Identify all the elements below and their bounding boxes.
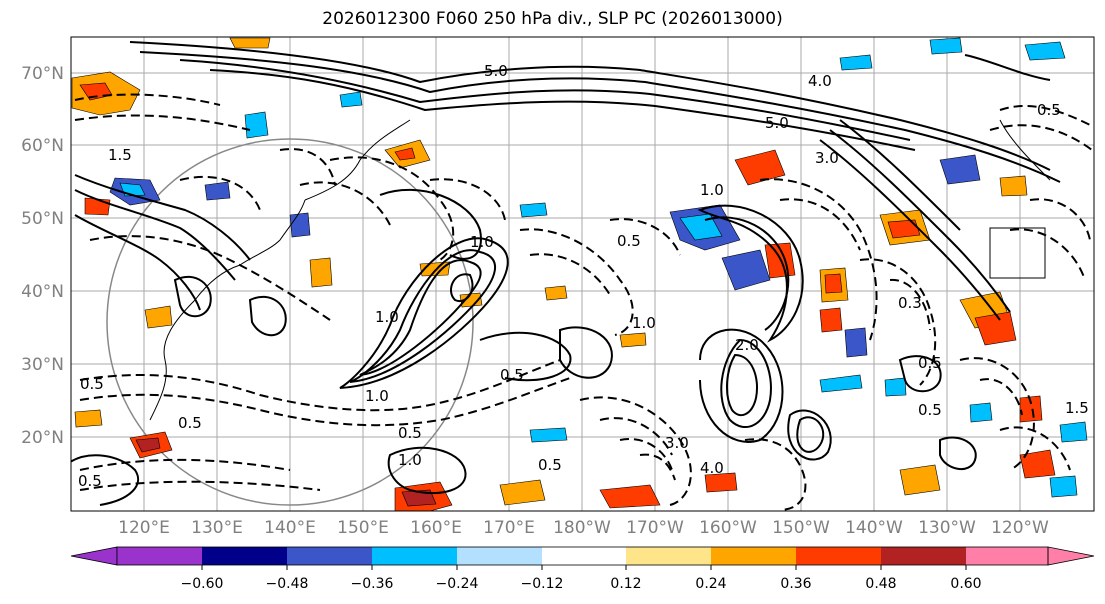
contour-label: 0.3 (898, 294, 922, 312)
lon-label: 170°E (483, 518, 535, 538)
contour-label: 5.0 (765, 114, 789, 132)
colorbar-swatch-6 (542, 547, 626, 565)
contour-label: 1.5 (1065, 399, 1089, 417)
lon-label: 120°E (118, 518, 170, 538)
colorbar-swatch-5 (457, 547, 542, 565)
colorbar-tick-label: 0.60 (950, 576, 981, 592)
map-title: 2026012300 F060 250 hPa div., SLP PC (20… (322, 9, 783, 29)
contour-label: 3.0 (665, 434, 689, 452)
contour-label: 0.5 (500, 366, 524, 384)
gridlines (71, 37, 1094, 511)
contour-label: 0.5 (918, 401, 942, 419)
lat-label: 30°N (21, 355, 64, 375)
colorbar-swatch-2 (202, 547, 287, 565)
lon-label: 170°W (626, 518, 684, 538)
lat-label: 20°N (21, 428, 64, 448)
colorbar-tick-label: −0.12 (521, 576, 564, 592)
colorbar-tick-label: −0.60 (181, 576, 224, 592)
colorbar-right-extend (1047, 546, 1095, 566)
colorbar-swatch-1 (117, 547, 202, 565)
contour-label: 1.0 (375, 308, 399, 326)
colorbar-tick-label: −0.36 (351, 576, 394, 592)
lon-label: 180°W (553, 518, 611, 538)
reference-circle (106, 138, 474, 506)
colorbar-tick-label: −0.24 (436, 576, 479, 592)
colorbar-swatch-7 (626, 547, 711, 565)
contour-label: 4.0 (700, 459, 724, 477)
colorbar-swatch-10 (881, 547, 966, 565)
colorbar-tick-label: 0.24 (695, 576, 726, 592)
colorbar: −0.60 −0.48 −0.36 −0.24 −0.12 0.12 0.24 … (70, 546, 1095, 592)
colorbar-swatch-3 (287, 547, 372, 565)
lon-label: 130°E (191, 518, 243, 538)
lon-label: 160°W (699, 518, 757, 538)
contour-labels: 5.0 5.0 4.0 3.0 1.0 1.0 0.5 0.5 0.5 0.5 … (78, 62, 1089, 490)
lat-label: 40°N (21, 282, 64, 302)
colorbar-ticks (201, 565, 967, 570)
contour-label: 0.5 (918, 354, 942, 372)
contour-label: 0.5 (178, 414, 202, 432)
contour-label: 0.5 (1037, 101, 1061, 119)
lat-label: 70°N (21, 64, 64, 84)
colorbar-left-extend (70, 546, 118, 566)
lon-label: 120°W (991, 518, 1049, 538)
coastlines (149, 119, 1051, 421)
map-frame (70, 36, 1095, 512)
colorbar-tick-label: 0.48 (865, 576, 896, 592)
slp-contours-dashed (74, 93, 1093, 511)
lon-label: 160°E (410, 518, 462, 538)
contour-label: 1.0 (700, 181, 724, 199)
contour-label: 1.0 (632, 314, 656, 332)
contour-label: 0.5 (80, 375, 104, 393)
contour-label: 5.0 (484, 62, 508, 80)
slp-contours-solid (71, 41, 1061, 506)
lon-label: 150°E (337, 518, 389, 538)
contour-label: 4.0 (808, 72, 832, 90)
colorbar-swatch-11 (966, 547, 1048, 565)
lon-label: 130°W (918, 518, 976, 538)
contour-label: 1.0 (470, 233, 494, 251)
colorbar-swatch-8 (711, 547, 796, 565)
lat-label: 50°N (21, 209, 64, 229)
colorbar-tick-label: 0.36 (780, 576, 811, 592)
contour-label: 1.0 (398, 451, 422, 469)
lon-label: 140°E (264, 518, 316, 538)
contour-label: 0.5 (538, 456, 562, 474)
contour-label: 2.0 (735, 336, 759, 354)
colorbar-tick-label: 0.12 (610, 576, 641, 592)
contour-label: 0.5 (78, 472, 102, 490)
longitude-labels: 120°E 130°E 140°E 150°E 160°E 170°E 180°… (118, 518, 1049, 538)
colorbar-border (116, 546, 1049, 566)
lat-label: 60°N (21, 136, 64, 156)
latitude-labels: 70°N 60°N 50°N 40°N 30°N 20°N (21, 64, 64, 448)
contour-label: 1.5 (108, 146, 132, 164)
colorbar-swatch-9 (796, 547, 881, 565)
colorbar-swatch-4 (372, 547, 457, 565)
contour-label: 1.0 (365, 387, 389, 405)
colorbar-tick-label: −0.48 (266, 576, 309, 592)
lon-label: 140°W (845, 518, 903, 538)
contour-label: 0.5 (398, 424, 422, 442)
contour-label: 0.5 (617, 232, 641, 250)
contour-label: 3.0 (815, 149, 839, 167)
lon-label: 150°W (772, 518, 830, 538)
divergence-shading (71, 37, 1088, 511)
